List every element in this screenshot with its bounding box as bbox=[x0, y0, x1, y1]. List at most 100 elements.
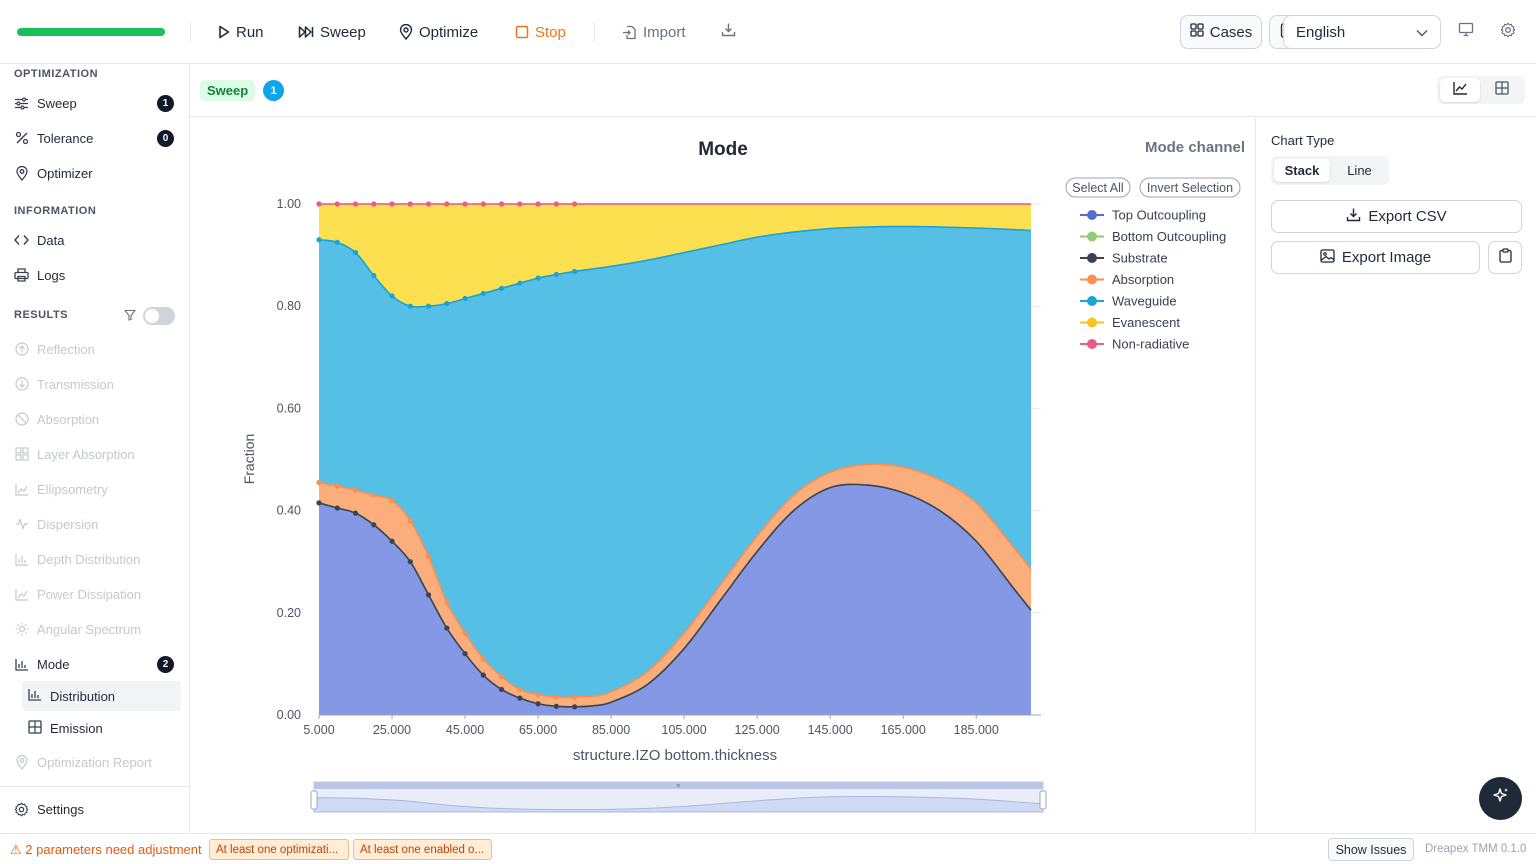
point-waveguide bbox=[444, 301, 450, 307]
sidebar-item-angular-spectrum[interactable]: Angular Spectrum bbox=[14, 618, 174, 640]
sidebar-item-logs[interactable]: Logs bbox=[14, 264, 174, 286]
filter-icon[interactable] bbox=[124, 308, 136, 326]
legend-item[interactable]: Non-radiative bbox=[1080, 337, 1189, 352]
sidebar-item-sweep[interactable]: Sweep 1 bbox=[14, 92, 174, 114]
toolbar-divider bbox=[594, 22, 595, 42]
sidebar-item-data[interactable]: Data bbox=[14, 229, 174, 251]
settings-button[interactable] bbox=[1498, 22, 1518, 42]
mode-chart[interactable]: 5.000 25.000 45.000 65.000 85.000 105.000 125.… bbox=[190, 118, 1255, 833]
legend-item[interactable]: Bottom Outcoupling bbox=[1080, 229, 1226, 244]
sweep-tag[interactable]: Sweep bbox=[200, 80, 256, 101]
sidebar-item-transmission[interactable]: Transmission bbox=[14, 373, 174, 395]
point-waveguide bbox=[425, 303, 432, 309]
point-absorption bbox=[535, 691, 541, 698]
sidebar-item-layer-absorption[interactable]: Layer Absorption bbox=[14, 443, 174, 465]
chart-type-line[interactable]: Line bbox=[1347, 163, 1372, 178]
sidebar-subitem-emission[interactable]: Emission bbox=[22, 713, 181, 743]
point-substrate bbox=[498, 686, 505, 693]
legend-label: Substrate bbox=[1112, 251, 1168, 266]
download-button[interactable] bbox=[719, 23, 737, 41]
legend-item[interactable]: Top Outcoupling bbox=[1080, 208, 1206, 223]
point-non-radiative bbox=[371, 201, 377, 207]
chart-view-button[interactable] bbox=[1440, 78, 1480, 102]
y-tick-label: 0.00 bbox=[277, 708, 301, 722]
results-toggle[interactable] bbox=[143, 307, 175, 325]
export-image-button[interactable]: Export Image bbox=[1271, 241, 1480, 274]
point-absorption bbox=[517, 686, 523, 693]
zoom-handle-right[interactable] bbox=[1039, 790, 1047, 810]
sidebar-item-depth-distribution[interactable]: Depth Distribution bbox=[14, 548, 174, 570]
sidebar-item-settings[interactable]: Settings bbox=[14, 798, 174, 820]
sidebar-subitem-distribution[interactable]: Distribution bbox=[22, 681, 181, 711]
point-absorption bbox=[571, 694, 578, 700]
x-tick-label: 165.000 bbox=[881, 723, 926, 737]
show-issues-button[interactable]: Show Issues bbox=[1328, 838, 1414, 861]
chart-title: Mode bbox=[698, 139, 748, 160]
import-button[interactable]: Import bbox=[622, 22, 686, 42]
legend-item[interactable]: Absorption bbox=[1080, 272, 1174, 287]
export-image-label: Export Image bbox=[1341, 249, 1432, 266]
language-value: English bbox=[1296, 23, 1346, 41]
area-top-outcoupling bbox=[319, 484, 1031, 715]
sidebar-item-label: Transmission bbox=[37, 376, 114, 392]
sidebar-item-mode[interactable]: Mode 2 bbox=[14, 653, 174, 675]
issue-chip[interactable]: At least one optimizati... bbox=[209, 839, 349, 860]
chart-panel: 5.000 25.000 45.000 65.000 85.000 105.000 125.… bbox=[190, 118, 1255, 833]
table-view-button[interactable] bbox=[1482, 78, 1522, 102]
toolbar-divider bbox=[190, 22, 191, 42]
chart-type-stack[interactable]: Stack bbox=[1274, 159, 1330, 182]
sidebar-item-absorption[interactable]: Absorption bbox=[14, 408, 174, 430]
data-zoom-slider[interactable]: ≡ bbox=[310, 781, 1047, 813]
sidebar-item-reflection[interactable]: Reflection bbox=[14, 338, 174, 360]
point-absorption bbox=[371, 492, 377, 498]
stop-button[interactable]: Stop bbox=[515, 22, 566, 42]
point-absorption bbox=[425, 553, 432, 560]
legend-item[interactable]: Waveguide bbox=[1080, 294, 1177, 309]
point-substrate bbox=[316, 500, 322, 506]
zoom-handle-left[interactable] bbox=[310, 790, 318, 810]
point-non-radiative bbox=[444, 201, 450, 207]
sidebar-item-label: Layer Absorption bbox=[37, 446, 135, 462]
export-csv-button[interactable]: Export CSV bbox=[1271, 200, 1522, 233]
run-label: Run bbox=[236, 23, 264, 41]
warning-message[interactable]: ⚠ 2 parameters need adjustment bbox=[10, 842, 202, 857]
sidebar-item-label: Optimizer bbox=[37, 165, 93, 181]
y-tick-label: 0.40 bbox=[277, 504, 301, 518]
sidebar-item-tolerance[interactable]: Tolerance 0 bbox=[14, 127, 174, 149]
point-substrate bbox=[334, 505, 340, 511]
sidebar-item-dispersion[interactable]: Dispersion bbox=[14, 513, 174, 535]
area-chart-icon bbox=[14, 482, 29, 497]
language-select[interactable]: English bbox=[1283, 15, 1441, 49]
zoom-grip-icon: ≡ bbox=[676, 783, 680, 790]
invert-selection-label: Invert Selection bbox=[1147, 181, 1233, 195]
gear-icon bbox=[14, 802, 29, 817]
y-tick-label: 0.20 bbox=[277, 606, 301, 620]
legend-item[interactable]: Evanescent bbox=[1080, 315, 1180, 330]
copy-image-button[interactable] bbox=[1488, 241, 1522, 274]
sidebar-item-ellipsometry[interactable]: Ellipsometry bbox=[14, 478, 174, 500]
run-button[interactable]: Run bbox=[218, 22, 264, 42]
mode-count-badge: 2 bbox=[157, 656, 174, 673]
select-all-button[interactable]: Select All bbox=[1065, 177, 1131, 198]
point-absorption bbox=[389, 497, 395, 503]
legend-item[interactable]: Substrate bbox=[1080, 251, 1168, 266]
issue-chip[interactable]: At least one enabled o... bbox=[353, 839, 492, 860]
x-tick-label: 185.000 bbox=[954, 723, 999, 737]
sidebar-item-optimization-report[interactable]: Optimization Report bbox=[14, 751, 174, 773]
cases-button[interactable]: Cases bbox=[1180, 15, 1262, 49]
point-waveguide bbox=[334, 239, 340, 245]
point-absorption bbox=[462, 630, 468, 636]
sidebar-item-label: Mode bbox=[37, 656, 70, 672]
point-non-radiative bbox=[316, 201, 322, 207]
optimize-button[interactable]: Optimize bbox=[399, 22, 478, 42]
grid-icon bbox=[14, 447, 29, 462]
sliders-icon bbox=[14, 96, 29, 111]
ai-assistant-button[interactable] bbox=[1479, 777, 1522, 820]
bar-chart-icon bbox=[28, 688, 42, 704]
display-button[interactable] bbox=[1456, 22, 1476, 42]
sidebar-item-optimizer[interactable]: Optimizer bbox=[14, 162, 174, 184]
point-substrate bbox=[407, 559, 413, 565]
invert-selection-button[interactable]: Invert Selection bbox=[1139, 177, 1241, 198]
sidebar-item-power-dissipation[interactable]: Power Dissipation bbox=[14, 583, 174, 605]
sweep-button[interactable]: Sweep bbox=[298, 22, 366, 42]
